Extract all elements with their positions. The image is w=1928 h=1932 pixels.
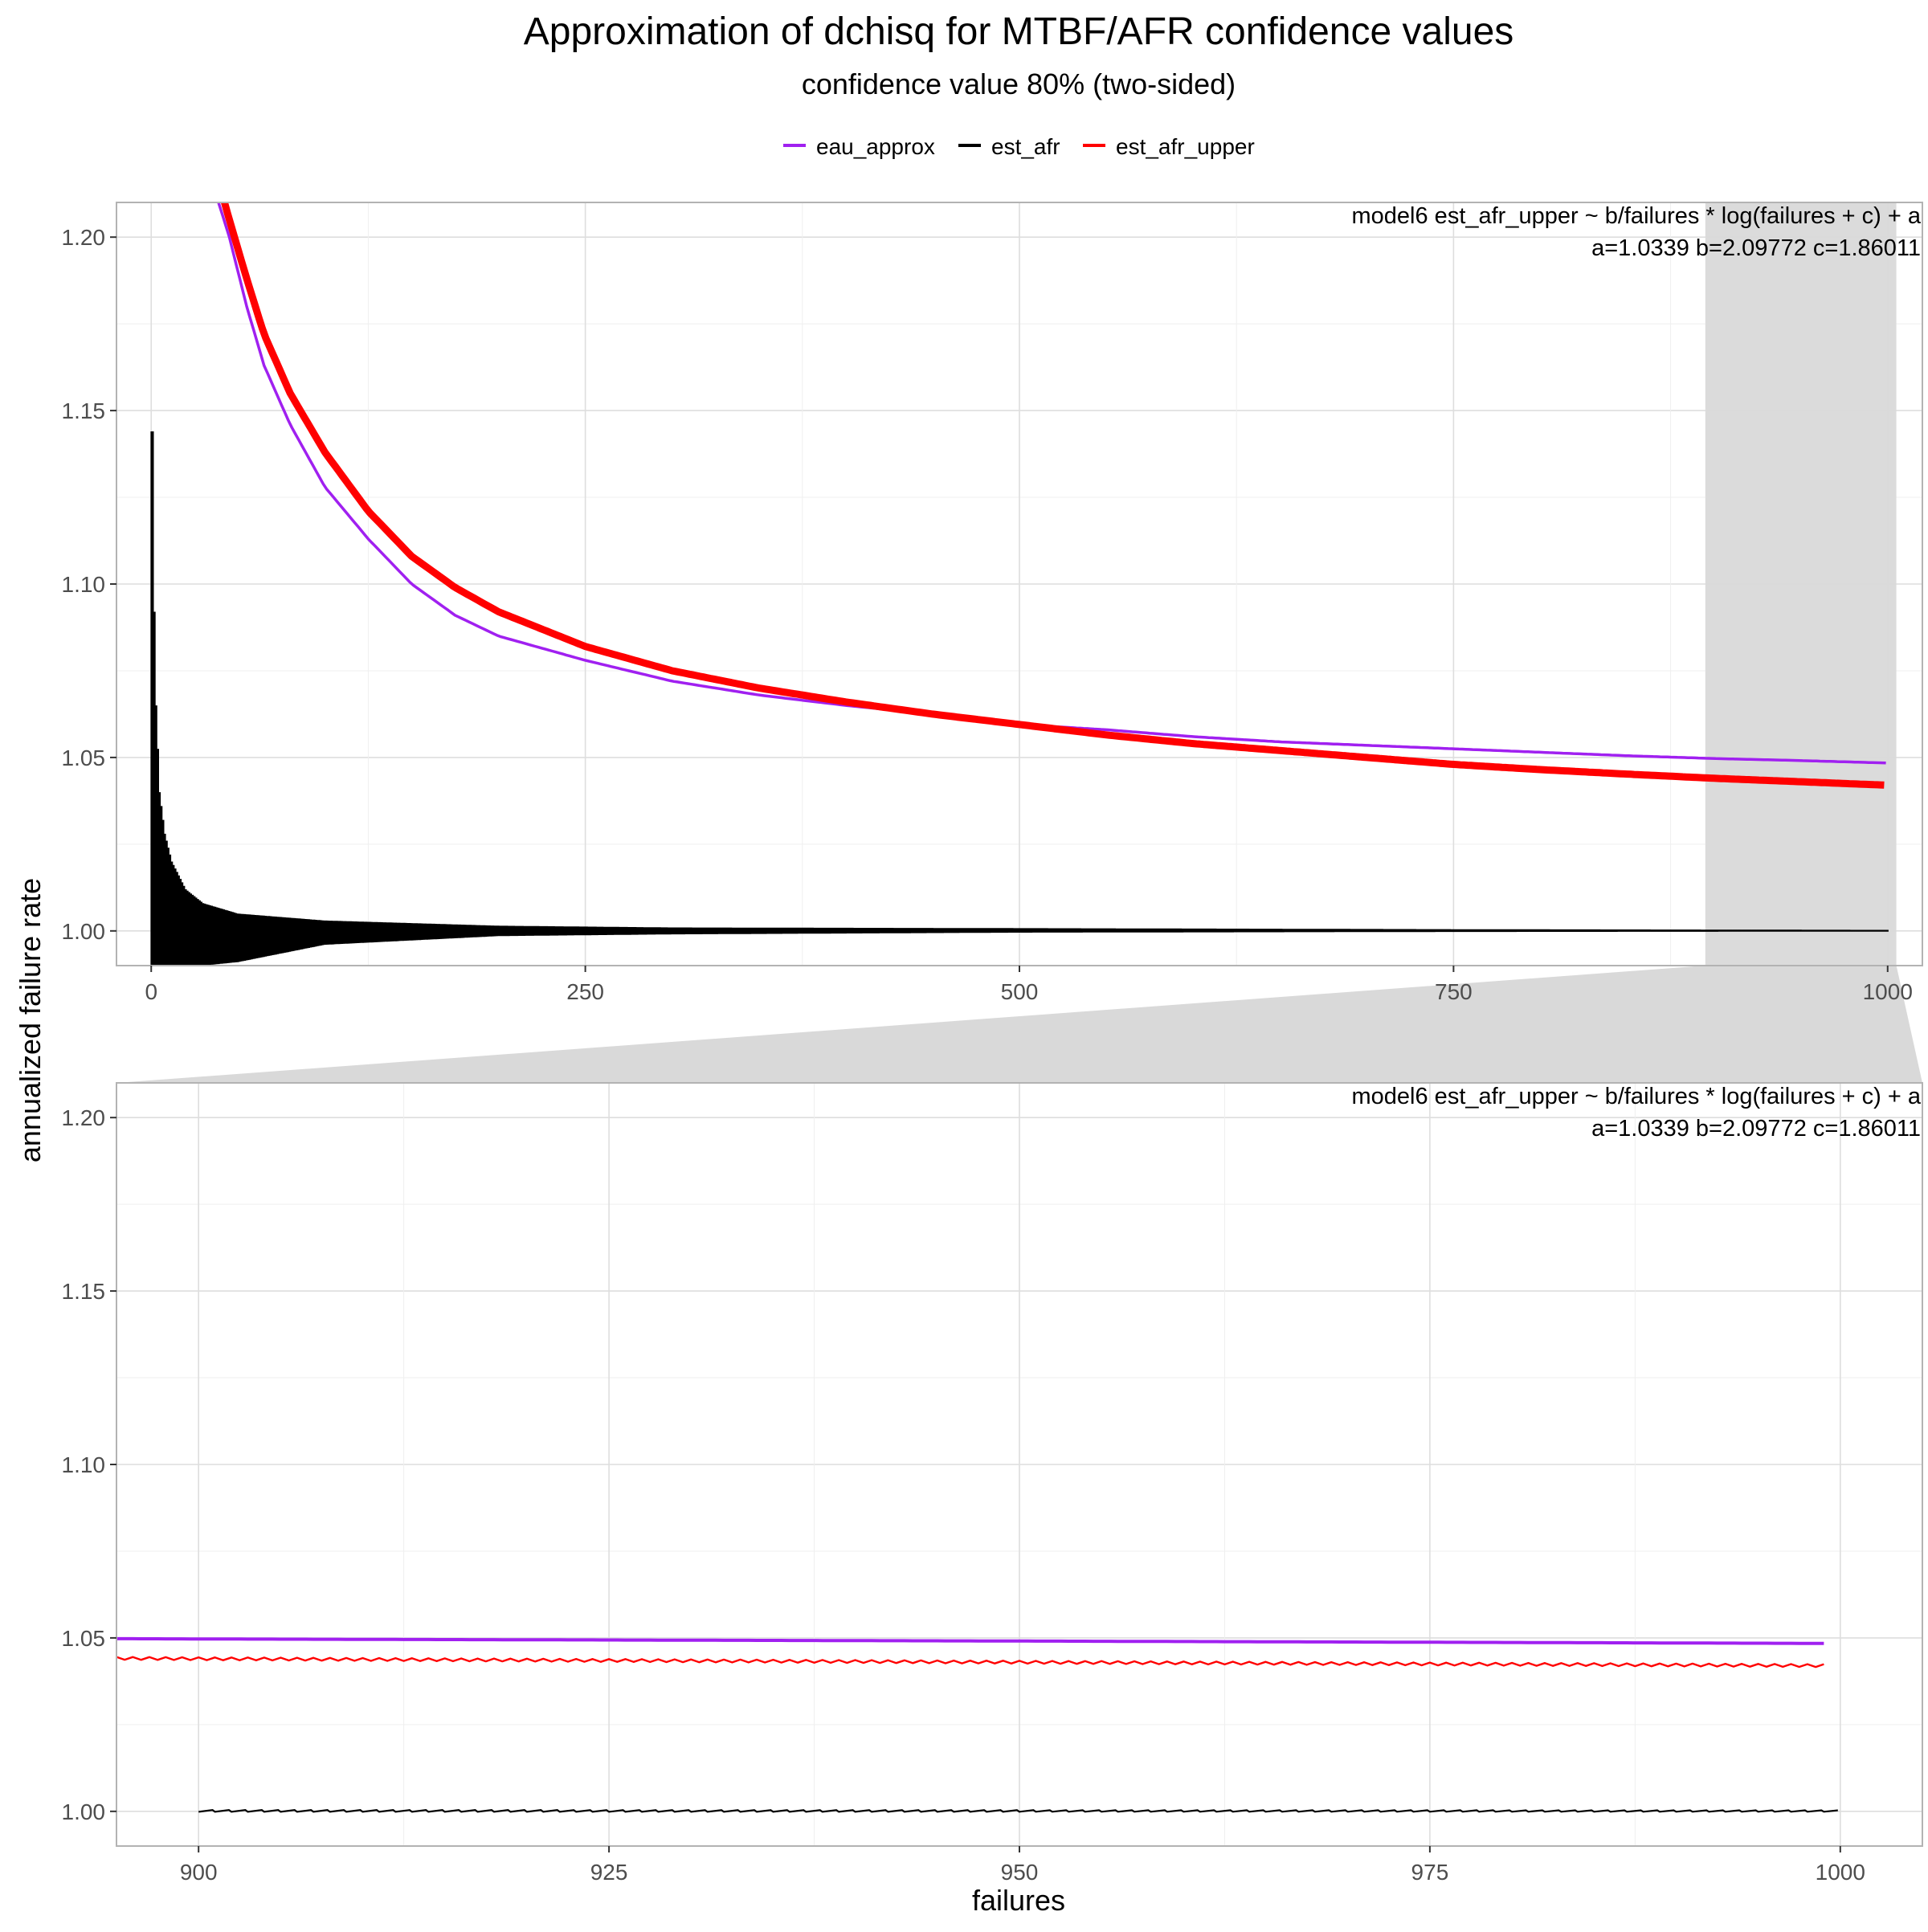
- x-tick-label: 1000: [1863, 979, 1913, 1004]
- y-tick-label: 1.20: [62, 225, 106, 250]
- y-tick-label: 1.05: [62, 1626, 106, 1651]
- zoom-band: [1705, 202, 1897, 966]
- model-formula: model6 est_afr_upper ~ b/failures * log(…: [1352, 1084, 1922, 1109]
- legend-label-eau-approx: eau_approx: [816, 134, 935, 159]
- model-params: a=1.0339 b=2.09772 c=1.86011: [1591, 1116, 1921, 1142]
- overview-panel: 1.00 1.05 1.10 1.15 1.20 0 250 500 750 1000 model6…: [62, 202, 1923, 1004]
- chart-subtitle: confidence value 80% (two-sided): [802, 67, 1236, 100]
- legend-label-est-afr: est_afr: [991, 134, 1060, 159]
- model-formula: model6 est_afr_upper ~ b/failures * log(…: [1352, 203, 1922, 229]
- y-tick-label: 1.10: [62, 572, 106, 597]
- series-est-afr-line: [198, 1809, 1838, 1813]
- legend-label-est-afr-upper: est_afr_upper: [1116, 134, 1255, 159]
- x-tick-label: 0: [145, 979, 157, 1004]
- plot-area: [150, 202, 1889, 966]
- plot-area: [116, 1636, 1838, 1813]
- x-tick-label: 925: [590, 1860, 628, 1885]
- series-eau-approx-line: [116, 1636, 1824, 1645]
- series-est-afr-upper-line: [116, 1656, 1824, 1669]
- zoom-connector: [116, 966, 1922, 1083]
- x-tick-label: 975: [1411, 1860, 1449, 1885]
- series-est-afr-spikes: [152, 431, 1889, 966]
- y-tick-label: 1.00: [62, 1799, 106, 1824]
- y-tick-label: 1.10: [62, 1452, 106, 1477]
- series-est-afr-upper-line: [220, 202, 1885, 789]
- legend: eau_approx est_afr est_afr_upper: [783, 134, 1255, 159]
- zoom-panel: 1.00 1.05 1.10 1.15 1.20 900 925 950 975 1000 mode…: [62, 1082, 1923, 1885]
- model-params: a=1.0339 b=2.09772 c=1.86011: [1591, 235, 1921, 261]
- y-tick-label: 1.15: [62, 398, 106, 423]
- y-tick-label: 1.20: [62, 1105, 106, 1130]
- x-tick-label: 1000: [1816, 1860, 1865, 1885]
- y-tick-label: 1.15: [62, 1279, 106, 1304]
- x-tick-label: 900: [180, 1860, 218, 1885]
- x-tick-label: 750: [1435, 979, 1473, 1004]
- zoom-connector-shape: [116, 966, 1922, 1083]
- y-tick-label: 1.05: [62, 745, 106, 770]
- y-axis-label: annualized failure rate: [14, 878, 47, 1162]
- x-tick-label: 950: [1001, 1860, 1039, 1885]
- x-tick-label: 250: [566, 979, 604, 1004]
- chart-title: Approximation of dchisq for MTBF/AFR con…: [524, 10, 1514, 53]
- y-tick-label: 1.00: [62, 919, 106, 944]
- x-tick-label: 500: [1001, 979, 1039, 1004]
- x-axis-label: failures: [972, 1884, 1065, 1917]
